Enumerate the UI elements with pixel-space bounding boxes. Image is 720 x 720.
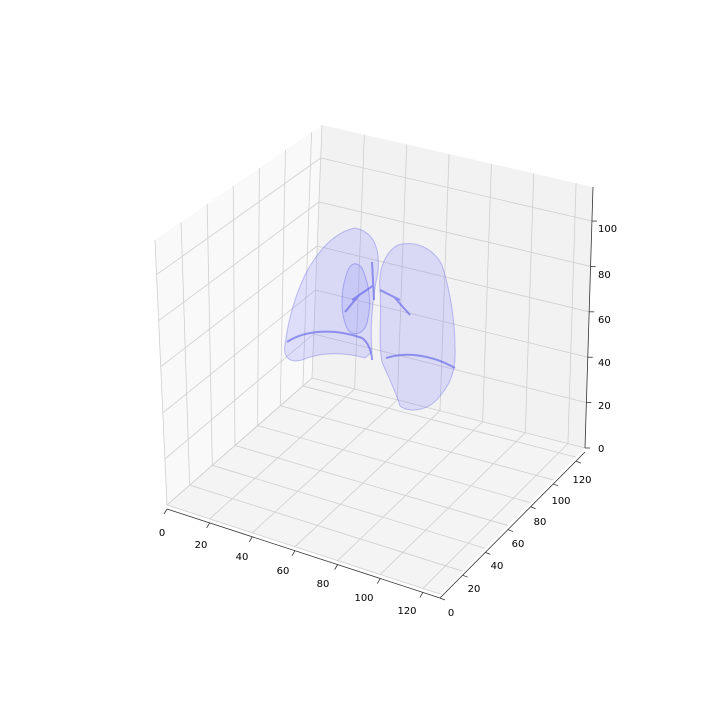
left-lung-lobe: [284, 227, 379, 362]
left-pane-grid-y: [302, 132, 312, 386]
left-pane-grid-z: [164, 333, 314, 460]
left-pane-grid-y: [154, 239, 168, 506]
left-pane-grid-z: [166, 377, 313, 506]
bronchi: [344, 261, 411, 316]
left-pane: [155, 125, 322, 505]
back-pane-grid-z: [311, 377, 586, 449]
left-pane-grid-z: [160, 245, 318, 368]
floor-grid-x: [294, 410, 441, 548]
x-tick-mark: [376, 578, 381, 584]
y-tick-label: 120: [572, 475, 591, 486]
diaphragm-left: [286, 330, 373, 361]
left-pane-grid-z: [162, 289, 316, 414]
left-pane-grid-y: [232, 186, 236, 446]
floor-grid-y: [302, 385, 577, 458]
x-tick-mark: [334, 564, 338, 570]
back-pane-grid-z: [317, 245, 590, 313]
z-tick-label: 60: [598, 315, 611, 326]
left-pane-grid-y: [206, 204, 213, 466]
z-tick-label: 40: [598, 358, 611, 369]
grid-lines: [154, 124, 593, 595]
x-tick-label: 0: [159, 528, 165, 539]
floor-grid-y: [234, 445, 509, 526]
left-pane-grid-z: [156, 157, 321, 275]
floor-grid-x: [422, 443, 569, 589]
lung-surface: [284, 227, 456, 411]
z-tick-label: 80: [598, 270, 611, 281]
z-tick-label: 20: [598, 401, 611, 412]
back-pane-grid-x: [311, 124, 323, 379]
y-tick-mark: [439, 597, 446, 601]
y-tick-mark: [485, 552, 491, 555]
y-tick-label: 60: [512, 539, 525, 550]
left-pane-grid-y: [279, 150, 286, 406]
left-pane-grid-y: [180, 222, 191, 486]
back-pane-grid-x: [439, 154, 450, 411]
y-axis-line: [439, 451, 586, 599]
y-tick-mark: [462, 574, 468, 578]
left-pane-grid-y: [257, 168, 260, 426]
x-tick-label: 80: [317, 579, 330, 590]
x-tick-mark: [206, 522, 210, 529]
y-tick-labels: 0 20 40 60 80 100 120: [448, 475, 592, 619]
x-tick-mark: [419, 592, 424, 598]
x-tick-mark: [291, 550, 296, 556]
x-tick-label: 100: [354, 593, 373, 604]
left-pane-grid-z: [158, 201, 320, 321]
back-pane: [312, 125, 593, 448]
back-pane-grid-z: [313, 333, 587, 403]
y-tick-label: 40: [491, 561, 504, 572]
back-pane-grid-z: [315, 289, 588, 358]
diaphragm-right: [385, 353, 456, 369]
y-tick-label: 20: [468, 584, 481, 595]
y-tick-label: 100: [551, 496, 570, 507]
x-tick-label: 120: [397, 606, 416, 617]
y-tick-label: 0: [448, 608, 454, 619]
back-pane-grid-z: [320, 157, 593, 222]
x-axis-line: [166, 508, 441, 599]
back-pane-grid-x: [354, 134, 365, 389]
back-pane-grid-x: [396, 144, 408, 400]
z-axis-line: [584, 186, 594, 449]
floor-grid-y: [212, 464, 486, 549]
floor-grid-x: [252, 399, 398, 534]
y-tick-mark: [553, 483, 559, 487]
floor-grid-y: [257, 425, 531, 504]
floor-grid-x: [380, 432, 526, 575]
x-tick-labels: 0 20 40 60 80 100 120: [159, 528, 417, 617]
z-tick-label: 0: [598, 444, 604, 455]
x-tick-label: 60: [277, 566, 290, 577]
x-tick-label: 40: [236, 552, 249, 563]
floor-grid-y: [280, 405, 554, 481]
y-tick-mark: [575, 460, 582, 464]
right-lung-lobe: [379, 243, 456, 411]
x-tick-mark: [163, 508, 168, 515]
z-tick-label: 100: [598, 224, 617, 235]
back-pane-grid-x: [524, 173, 535, 433]
back-pane-grid-x: [567, 183, 577, 444]
x-tick-mark: [248, 536, 253, 543]
y-tick-mark: [507, 529, 514, 532]
back-pane-grid-z: [318, 201, 591, 267]
back-pane-grid-x: [482, 163, 492, 422]
floor-grid-x: [337, 421, 483, 561]
y-tick-mark: [530, 506, 536, 510]
floor-grid-y: [166, 504, 441, 595]
floor-grid-x: [209, 388, 355, 520]
floor-grid-y: [189, 484, 463, 572]
x-tick-label: 20: [195, 540, 208, 551]
z-tick-labels: 0 20 40 60 80 100: [598, 224, 617, 455]
y-tick-label: 80: [534, 517, 547, 528]
tick-marks: [163, 220, 597, 601]
